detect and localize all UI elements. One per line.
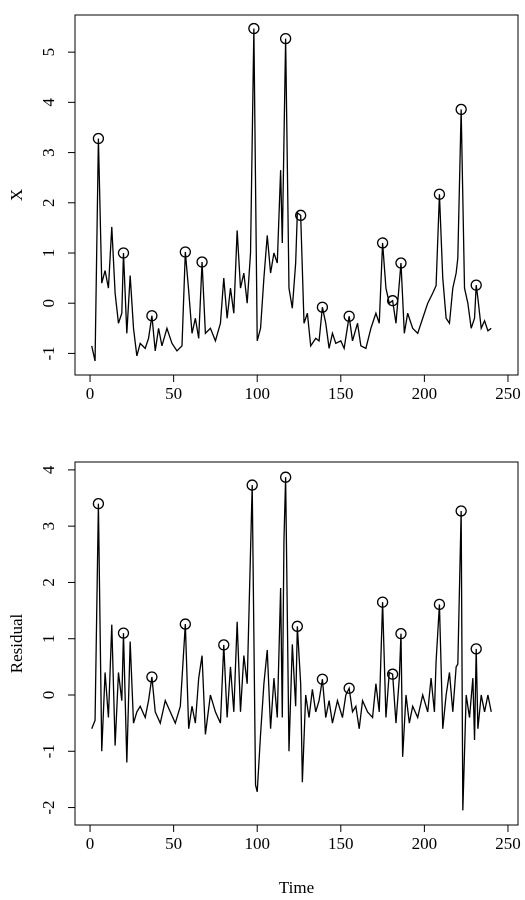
y-tick-label: 0 <box>39 691 58 700</box>
highlight-point <box>196 256 208 268</box>
x-tick-label: 250 <box>495 384 521 403</box>
y-tick-label: 4 <box>39 465 58 474</box>
y-tick-label: 3 <box>39 148 58 157</box>
x-tick-label: 200 <box>412 384 438 403</box>
highlight-point <box>146 671 158 683</box>
y-tick-label: -2 <box>39 800 58 814</box>
x-tick-label: 0 <box>86 384 95 403</box>
highlight-point <box>179 618 191 630</box>
x-tick-label: 150 <box>328 834 354 853</box>
y-tick-label: 0 <box>39 299 58 308</box>
highlight-point <box>246 479 258 491</box>
y-tick-label: 5 <box>39 48 58 57</box>
highlight-point <box>455 103 467 116</box>
x-axis-label: Time <box>279 878 314 897</box>
highlight-point <box>433 598 446 611</box>
highlight-point <box>248 22 260 35</box>
highlight-point <box>470 643 482 655</box>
highlight-point <box>218 639 230 651</box>
highlight-point <box>386 668 399 680</box>
highlight-point <box>470 279 482 291</box>
plot-box <box>74 461 519 826</box>
y-axis-label: Residual <box>7 613 26 673</box>
highlight-point <box>386 295 399 307</box>
x-tick-label: 200 <box>412 834 438 853</box>
highlight-point <box>279 471 292 483</box>
y-tick-label: 1 <box>39 249 58 258</box>
x-tick-label: 150 <box>328 384 354 403</box>
highlight-point <box>92 497 105 510</box>
highlight-point <box>92 132 105 145</box>
y-tick-label: 2 <box>39 199 58 208</box>
highlight-point <box>376 237 389 249</box>
highlight-point <box>395 257 407 269</box>
y-tick-label: 4 <box>39 98 58 107</box>
x-tick-label: 50 <box>165 834 182 853</box>
highlight-point <box>295 209 307 221</box>
highlight-point <box>279 32 292 45</box>
highlight-point <box>316 673 329 685</box>
y-tick-label: 2 <box>39 578 58 587</box>
highlight-point <box>343 310 355 322</box>
series-line <box>91 477 492 811</box>
x-tick-label: 0 <box>86 834 95 853</box>
highlight-point <box>376 596 389 608</box>
x-tick-label: 100 <box>244 384 270 403</box>
x-tick-label: 250 <box>495 834 521 853</box>
highlight-point <box>146 310 158 322</box>
highlight-point <box>179 246 191 258</box>
highlight-point <box>433 188 446 200</box>
x-tick-label: 50 <box>165 384 182 403</box>
highlight-point <box>316 301 329 313</box>
highlight-point <box>117 627 130 639</box>
highlight-point <box>291 620 303 632</box>
highlight-point <box>395 628 407 640</box>
plot-box <box>74 14 519 376</box>
y-tick-label: 3 <box>39 522 58 531</box>
y-tick-label: 1 <box>39 634 58 643</box>
highlight-point <box>343 682 355 694</box>
series-line <box>91 28 492 362</box>
highlight-point <box>455 505 467 517</box>
y-tick-label: -1 <box>39 744 58 758</box>
y-tick-label: -1 <box>39 346 58 360</box>
highlight-point <box>117 247 130 259</box>
y-axis-label: X <box>7 189 26 201</box>
x-tick-label: 100 <box>244 834 270 853</box>
